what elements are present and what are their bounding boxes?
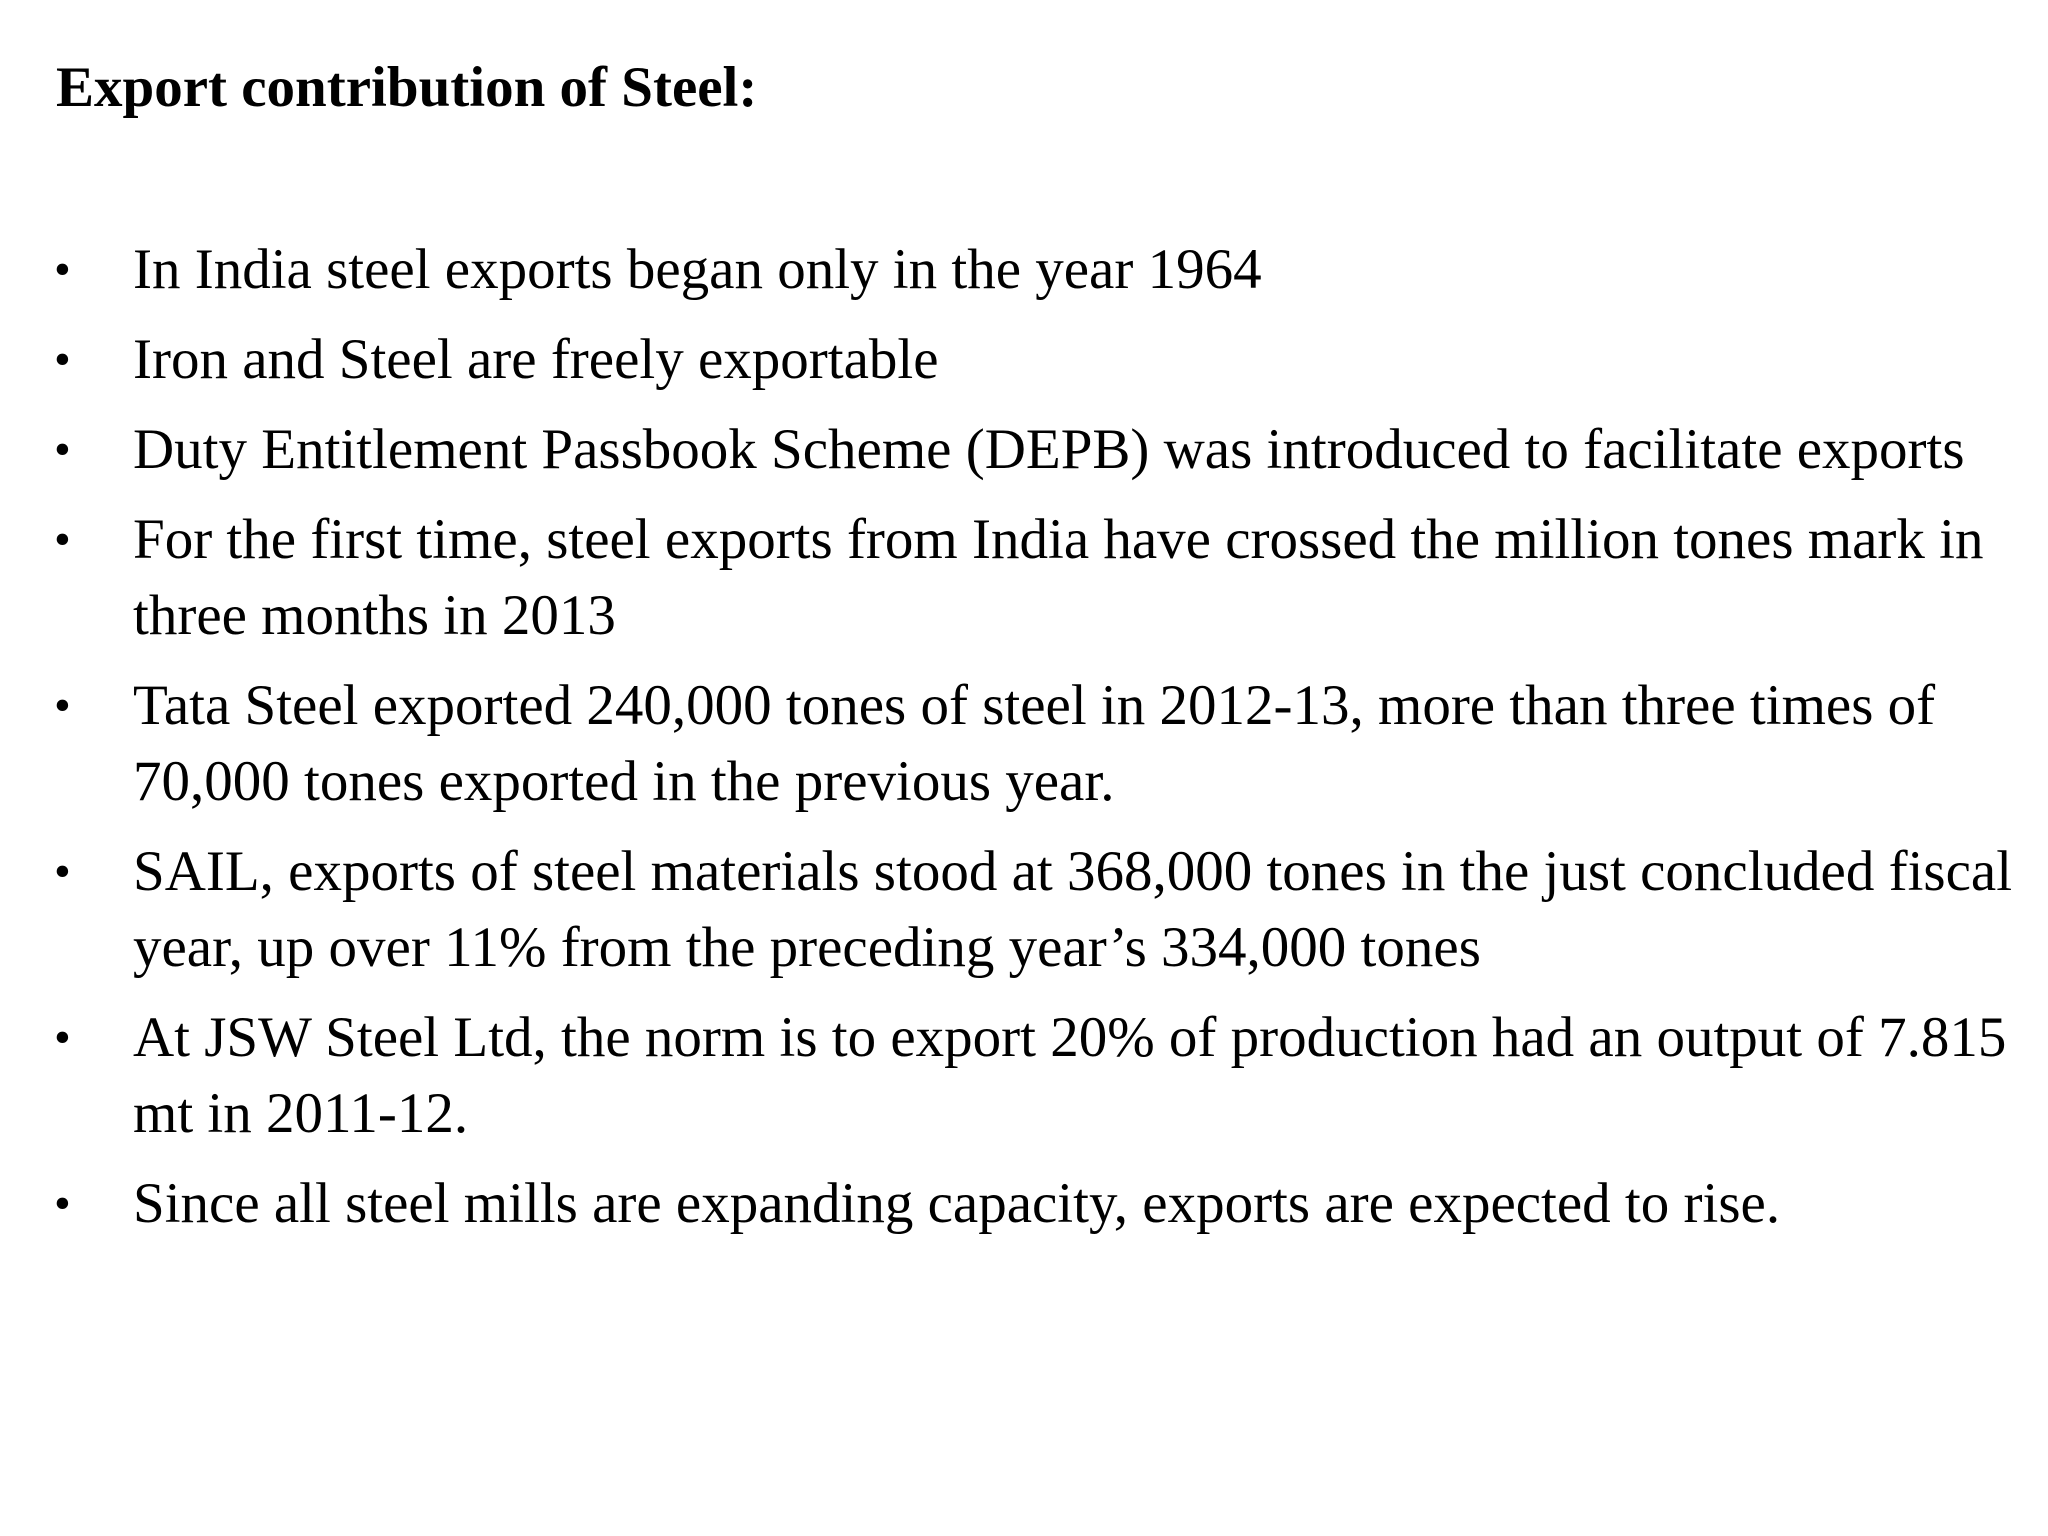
bullet-item: • At JSW Steel Ltd, the norm is to expor… bbox=[0, 1000, 2013, 1152]
bullet-text: Since all steel mills are expanding capa… bbox=[133, 1172, 1781, 1235]
bullet-text: In India steel exports began only in the… bbox=[133, 238, 1262, 301]
bullet-text: SAIL, exports of steel materials stood a… bbox=[133, 840, 2013, 979]
bullet-icon: • bbox=[54, 423, 71, 476]
bullet-icon: • bbox=[54, 243, 71, 296]
bullet-text: Duty Entitlement Passbook Scheme (DEPB) … bbox=[133, 418, 1965, 481]
bullet-item: • SAIL, exports of steel materials stood… bbox=[0, 834, 2013, 986]
bullet-list: • In India steel exports began only in t… bbox=[0, 232, 2048, 1256]
bullet-text: At JSW Steel Ltd, the norm is to export … bbox=[133, 1006, 2007, 1145]
bullet-icon: • bbox=[54, 1011, 71, 1064]
bullet-icon: • bbox=[54, 679, 71, 732]
bullet-icon: • bbox=[54, 513, 71, 566]
bullet-item: • Tata Steel exported 240,000 tones of s… bbox=[0, 668, 2013, 820]
bullet-text: For the first time, steel exports from I… bbox=[133, 508, 1984, 647]
bullet-item: • Iron and Steel are freely exportable bbox=[0, 322, 2013, 398]
bullet-text: Iron and Steel are freely exportable bbox=[133, 328, 939, 391]
bullet-item: • Duty Entitlement Passbook Scheme (DEPB… bbox=[0, 412, 2013, 488]
bullet-item: • For the first time, steel exports from… bbox=[0, 502, 2013, 654]
bullet-icon: • bbox=[54, 1177, 71, 1230]
bullet-icon: • bbox=[54, 333, 71, 386]
bullet-item: • In India steel exports began only in t… bbox=[0, 232, 2013, 308]
bullet-icon: • bbox=[54, 845, 71, 898]
bullet-text: Tata Steel exported 240,000 tones of ste… bbox=[133, 674, 1936, 813]
bullet-item: • Since all steel mills are expanding ca… bbox=[0, 1166, 2013, 1242]
slide-title: Export contribution of Steel: bbox=[56, 56, 758, 119]
